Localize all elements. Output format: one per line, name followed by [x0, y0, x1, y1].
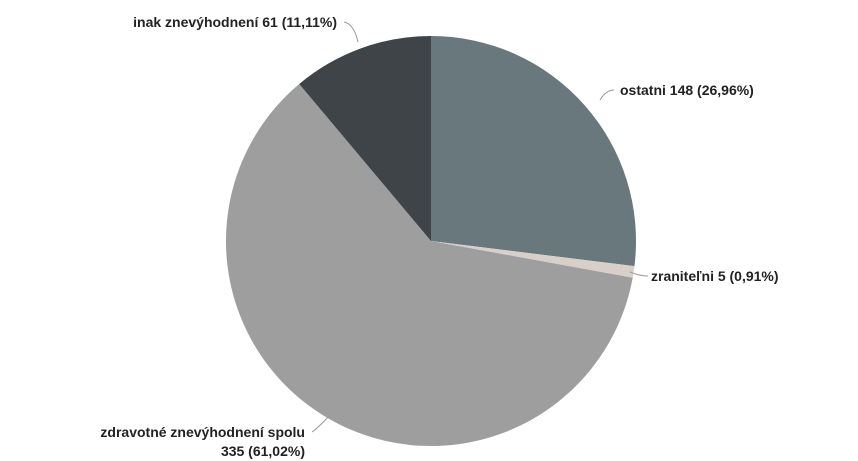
slice-label-zdravotne-line2: 335 (61,02%)	[221, 443, 305, 459]
leader-line-inak	[343, 21, 359, 43]
slice-zranitelni	[431, 241, 635, 278]
slice-label-zdravotne-line1: zdravotné znevýhodnení spolu	[100, 424, 305, 440]
leader-line-zdravotne	[311, 414, 331, 433]
slice-label-ostatni: ostatni 148 (26,96%)	[620, 82, 754, 98]
slice-ostatni	[431, 36, 636, 267]
slice-inak	[299, 36, 431, 241]
slice-label-inak: inak znevýhodnení 61 (11,11%)	[133, 14, 337, 30]
leader-line-ostatni	[599, 89, 615, 101]
pie-slices	[226, 36, 636, 446]
slice-zdravotne	[226, 83, 633, 446]
slice-label-zranitelni: zraniteľni 5 (0,91%)	[651, 268, 779, 284]
leader-line-zranitelni	[629, 271, 649, 277]
